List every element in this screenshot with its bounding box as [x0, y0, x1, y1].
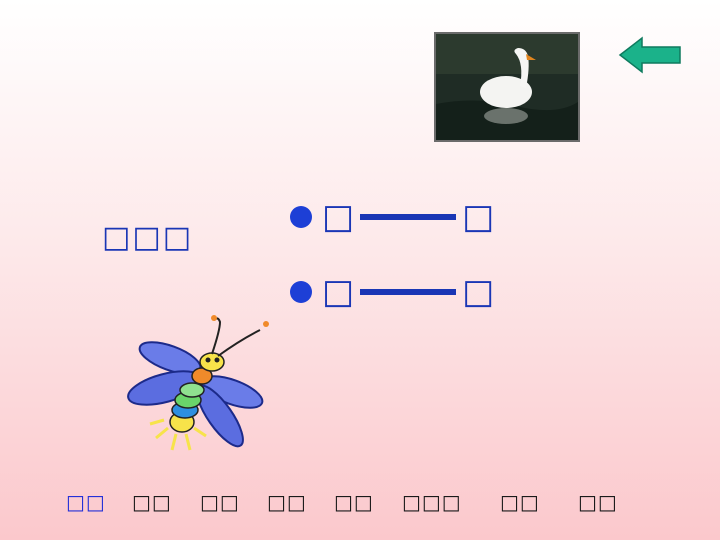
pair-right-word: □ [462, 197, 495, 237]
word-pair-1: □ □ [290, 197, 494, 237]
nav-item-8[interactable]: □□ [578, 490, 618, 514]
nav-item-1[interactable]: □□ [66, 490, 106, 514]
pair-left-word: □ [322, 272, 355, 312]
arrow-left-icon [618, 36, 681, 74]
lesson-heading: □□□ [102, 220, 194, 255]
nav-item-3[interactable]: □□ [200, 490, 240, 514]
back-button[interactable] [618, 36, 682, 74]
pair-left-word: □ [322, 197, 355, 237]
nav-item-5[interactable]: □□ [334, 490, 374, 514]
dash-divider [360, 289, 457, 295]
bullet-icon [290, 281, 312, 303]
nav-item-7[interactable]: □□ [500, 490, 540, 514]
pair-right-word: □ [462, 272, 495, 312]
nav-item-4[interactable]: □□ [267, 490, 307, 514]
nav-item-6[interactable]: □□□ [402, 490, 462, 514]
word-pair-2: □ □ [290, 272, 494, 312]
nav-item-2[interactable]: □□ [132, 490, 172, 514]
goose-photo [434, 32, 580, 142]
firefly-illustration [120, 310, 290, 460]
dash-divider [360, 214, 457, 220]
bullet-icon [290, 206, 312, 228]
